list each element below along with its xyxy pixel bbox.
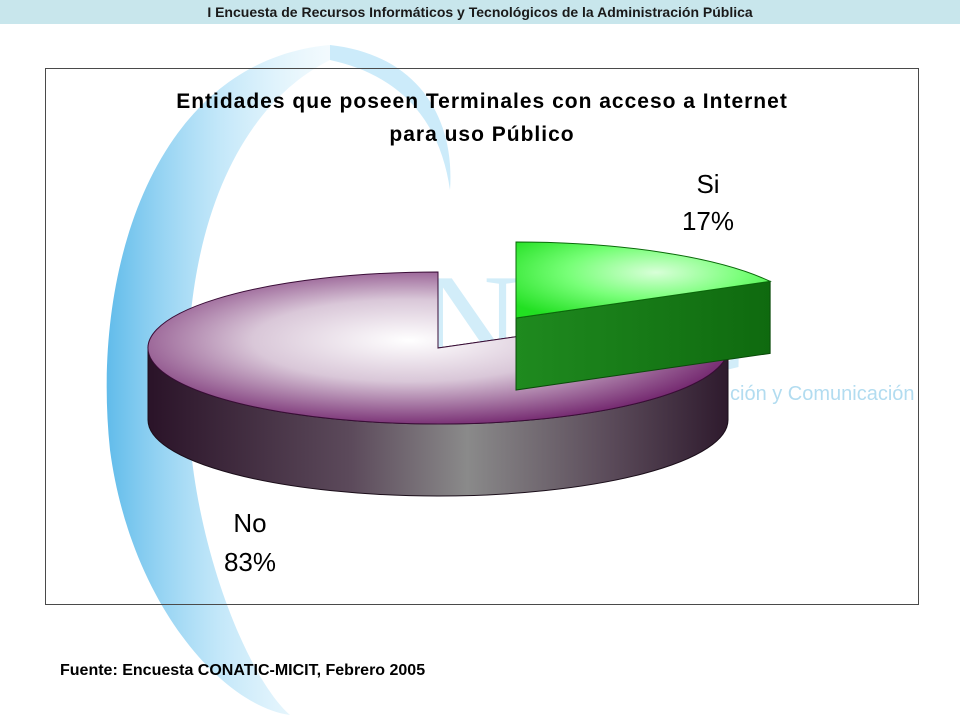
pie-slice-si <box>515 241 772 319</box>
pie-slice-no <box>147 271 729 425</box>
slice-value-si: 17% <box>682 206 734 236</box>
chart-title-line-1: Entidades que poseen Terminales con acce… <box>176 90 788 113</box>
source-note: Fuente: Encuesta CONATIC-MICIT, Febrero … <box>60 662 426 679</box>
chart-title-line-2: para uso Público <box>389 123 574 146</box>
header-bar: I Encuesta de Recursos Informáticos y Te… <box>0 0 960 24</box>
presentation-title: I Encuesta de Recursos Informáticos y Te… <box>207 4 753 20</box>
chart-frame <box>45 68 919 605</box>
slice-label-si: Si <box>696 169 719 199</box>
slice-label-no: No <box>233 508 266 538</box>
slice-value-no: 83% <box>224 547 276 577</box>
logo-subtitle: ción y Comunicación <box>730 383 915 405</box>
logo-ring-shape <box>106 45 330 715</box>
logo-ring-inner <box>330 45 451 190</box>
